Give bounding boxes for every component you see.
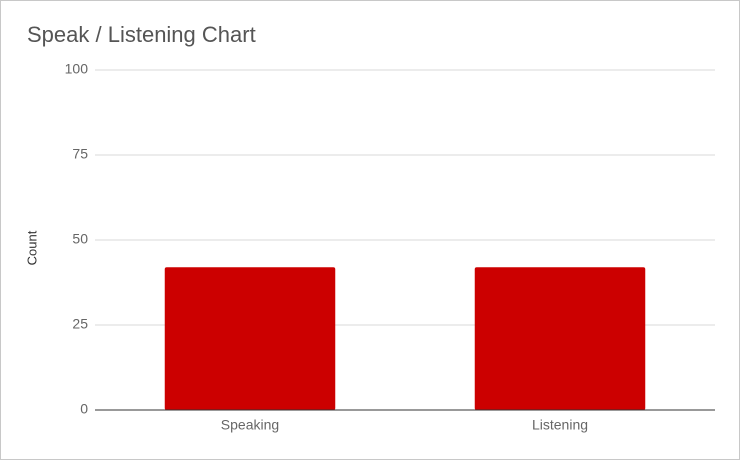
bar xyxy=(164,267,336,410)
bar xyxy=(474,267,646,410)
x-tick-label: Speaking xyxy=(221,417,279,433)
y-tick-label: 25 xyxy=(72,316,88,332)
chart-title: Speak / Listening Chart xyxy=(27,22,256,47)
y-tick-label: 100 xyxy=(65,61,89,77)
x-tick-label: Listening xyxy=(532,417,588,433)
y-tick-label: 0 xyxy=(80,401,88,417)
y-tick-label: 50 xyxy=(72,231,88,247)
y-tick-label: 75 xyxy=(72,146,88,162)
y-axis-label: Count xyxy=(24,230,39,265)
